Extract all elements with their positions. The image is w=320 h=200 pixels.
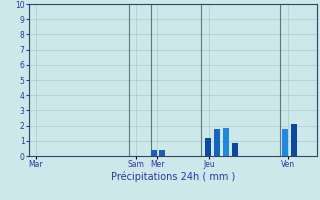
Bar [223, 128, 229, 156]
Bar [282, 129, 288, 156]
Bar [205, 138, 211, 156]
Bar [159, 150, 165, 156]
Bar [151, 150, 157, 156]
X-axis label: Précipitations 24h ( mm ): Précipitations 24h ( mm ) [111, 172, 235, 182]
Bar [214, 129, 220, 156]
Bar [291, 124, 297, 156]
Bar [232, 143, 238, 156]
